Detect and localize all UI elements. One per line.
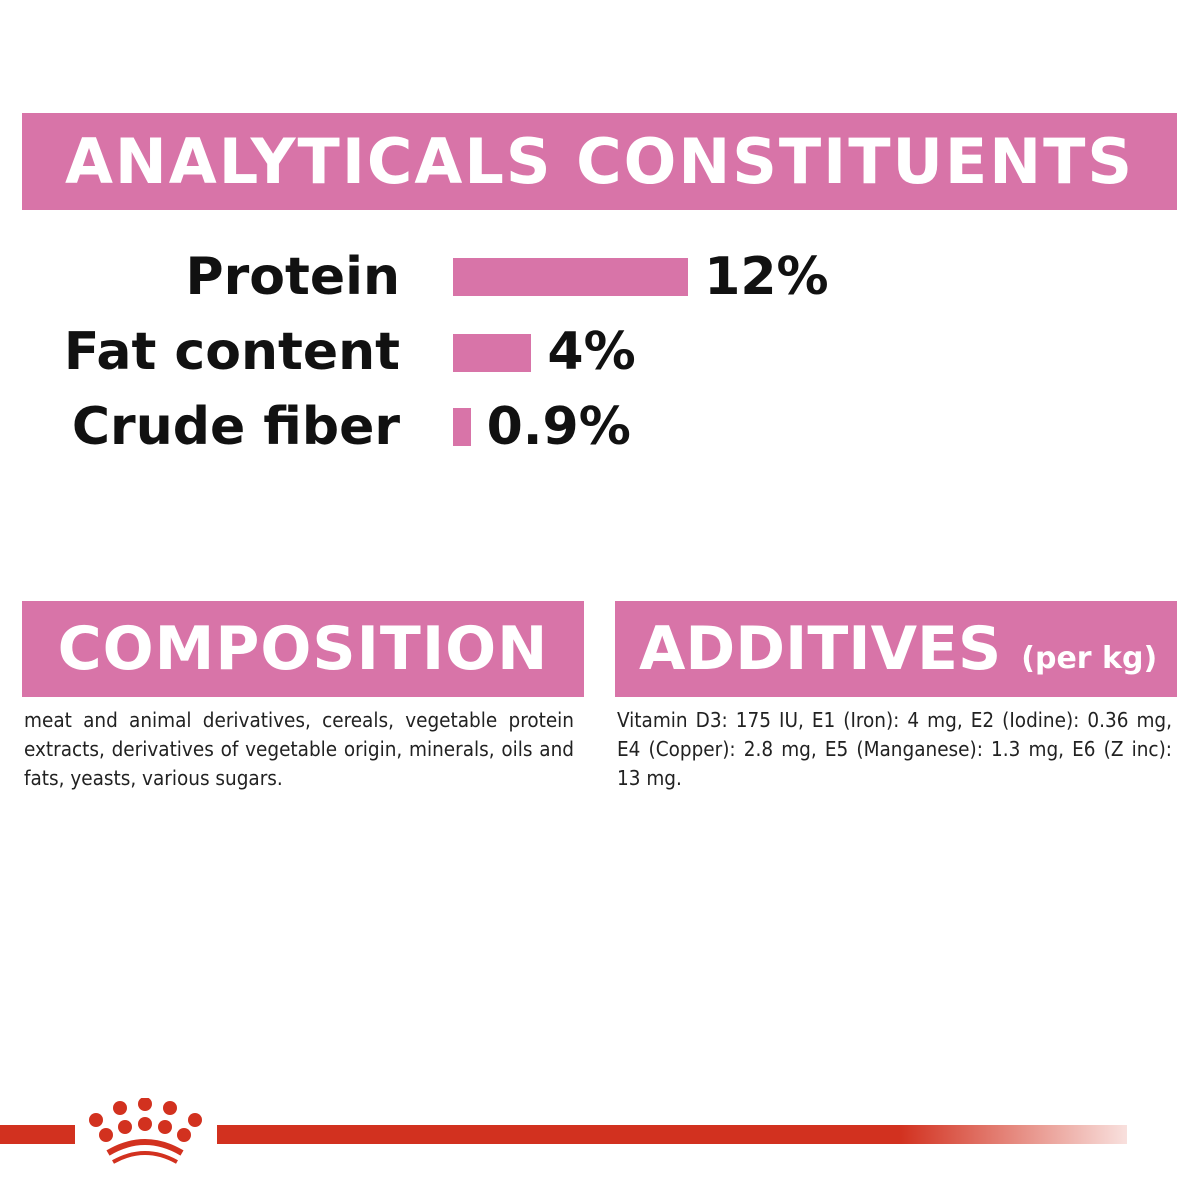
composition-text: meat and animal derivatives, cereals, ve… [24,708,574,790]
additives-title: ADDITIVES [639,614,1002,684]
constituent-label: Crude fiber [71,397,400,457]
additives-header: ADDITIVES (per kg) [615,601,1177,697]
composition-title: COMPOSITION [57,614,549,684]
composition-header: COMPOSITION [22,601,584,697]
constituent-bar [453,408,471,446]
constituent-value: 0.9% [486,397,631,457]
brand-line-right [217,1125,1127,1144]
constituent-value: 12% [704,247,829,307]
additives-text: Vitamin D3: 175 IU, E1 (Iron): 4 mg, E2 … [617,708,1172,790]
analytical-title: ANALYTICALS CONSTITUENTS [64,125,1135,198]
royal-canin-crown-icon [89,1098,202,1164]
constituent-label: Protein [185,247,400,307]
additives-unit: (per kg) [1021,640,1158,676]
brand-line-left [0,1125,75,1144]
constituent-bar [453,258,689,296]
analytical-constituents-header: ANALYTICALS CONSTITUENTS [22,113,1177,210]
constituent-bar [453,334,532,372]
constituent-value: 4% [547,322,636,382]
constituent-label: Fat content [63,322,400,382]
